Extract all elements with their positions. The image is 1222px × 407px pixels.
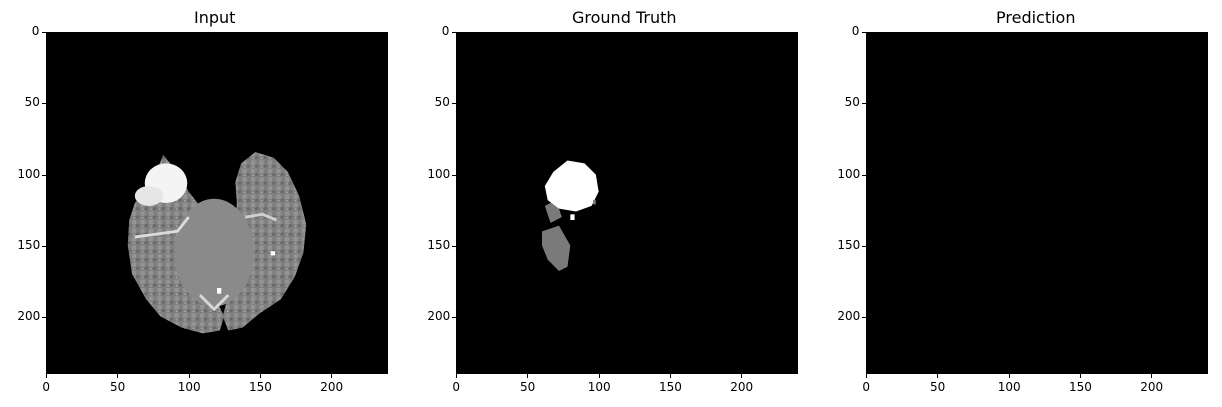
- y-tick-mark: [42, 317, 46, 318]
- y-tick-label: 50: [24, 95, 40, 110]
- y-tick-mark: [452, 174, 456, 176]
- panel-title: Prediction: [996, 8, 1076, 27]
- x-tick-mark: [456, 374, 457, 378]
- y-tick-label: 100: [17, 166, 41, 181]
- y-tick-label: 0: [851, 24, 860, 38]
- y-tick-label: 0: [31, 24, 40, 38]
- y-tick-label: 100: [427, 166, 451, 181]
- y-tick-label: 100: [837, 166, 861, 181]
- x-tick-mark: [669, 374, 671, 378]
- x-tick-label: 100: [177, 380, 201, 394]
- y-tick-mark: [452, 103, 456, 105]
- x-tick-mark: [1151, 374, 1152, 378]
- brain-scan-image: [47, 33, 387, 373]
- y-tick-mark: [862, 103, 866, 105]
- y-tick-label: 50: [844, 95, 860, 110]
- y-tick-label: 150: [17, 237, 41, 252]
- x-tick-label: 100: [997, 380, 1021, 394]
- x-tick-mark: [866, 374, 867, 378]
- segmentation-mask-image: [457, 33, 797, 373]
- x-tick-mark: [259, 374, 261, 378]
- image-prediction: [866, 32, 1208, 374]
- panel-title: Ground Truth: [572, 8, 677, 27]
- x-tick-label: 100: [587, 380, 611, 394]
- x-tick-label: 150: [248, 380, 272, 394]
- x-tick-mark: [117, 374, 119, 378]
- x-tick-label: 0: [42, 380, 51, 394]
- y-tick-mark: [862, 317, 866, 318]
- panel-ground-truth: Ground Truth: [410, 0, 798, 407]
- y-tick-label: 150: [427, 237, 451, 252]
- y-tick-mark: [452, 32, 456, 33]
- y-tick-mark: [862, 174, 866, 176]
- x-tick-label: 200: [730, 380, 754, 394]
- y-tick-label: 200: [427, 309, 451, 323]
- x-tick-mark: [1079, 374, 1081, 378]
- y-tick-mark: [42, 174, 46, 176]
- panel-prediction: Prediction: [820, 0, 1208, 407]
- x-tick-label: 200: [1140, 380, 1164, 394]
- x-tick-mark: [741, 374, 742, 378]
- x-tick-mark: [1008, 374, 1010, 378]
- x-tick-mark: [937, 374, 939, 378]
- x-tick-label: 50: [520, 380, 536, 394]
- x-tick-mark: [188, 374, 190, 378]
- x-tick-label: 0: [452, 380, 461, 394]
- y-tick-mark: [862, 32, 866, 33]
- y-tick-mark: [452, 245, 456, 247]
- x-tick-mark: [331, 374, 332, 378]
- x-tick-mark: [527, 374, 529, 378]
- y-tick-label: 200: [17, 309, 41, 323]
- x-tick-label: 0: [862, 380, 871, 394]
- y-tick-label: 150: [837, 237, 861, 252]
- image-input: [46, 32, 388, 374]
- x-tick-label: 50: [110, 380, 126, 394]
- x-tick-mark: [46, 374, 47, 378]
- y-tick-mark: [42, 103, 46, 105]
- x-tick-label: 150: [1068, 380, 1092, 394]
- x-tick-label: 150: [658, 380, 682, 394]
- x-tick-label: 50: [930, 380, 946, 394]
- y-tick-mark: [42, 32, 46, 33]
- x-tick-label: 200: [320, 380, 344, 394]
- x-tick-mark: [598, 374, 600, 378]
- panel-input: Input: [0, 0, 388, 407]
- y-tick-label: 200: [837, 309, 861, 323]
- y-tick-mark: [42, 245, 46, 247]
- panel-title: Input: [194, 8, 236, 27]
- y-tick-label: 50: [434, 95, 450, 110]
- prediction-mask-image: [867, 33, 1207, 373]
- y-tick-mark: [452, 317, 456, 318]
- y-tick-mark: [862, 245, 866, 247]
- y-tick-label: 0: [441, 24, 450, 38]
- image-ground-truth: [456, 32, 798, 374]
